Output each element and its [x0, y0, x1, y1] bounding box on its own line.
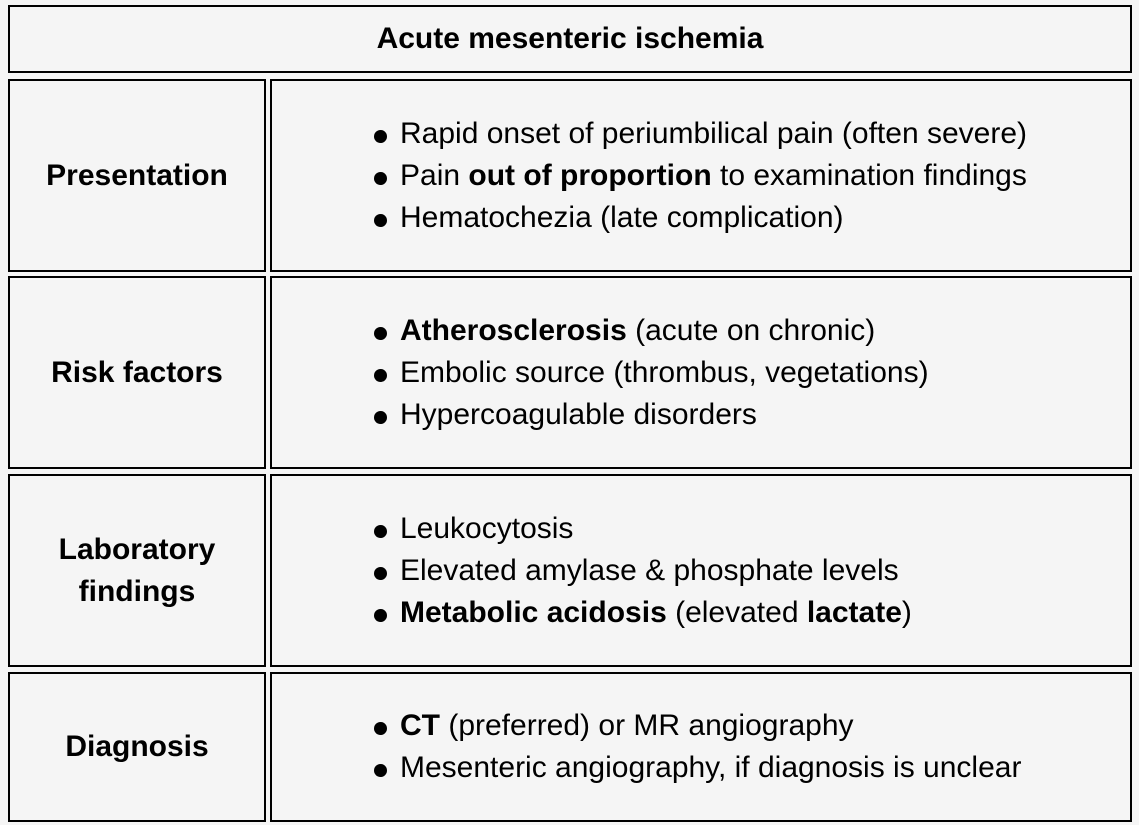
table-title-cell: Acute mesenteric ischemia: [8, 5, 1132, 73]
list-item: Leukocytosis: [372, 508, 912, 550]
bullet-list-diagnosis: CT (preferred) or MR angiography Mesente…: [272, 705, 1021, 789]
list-item: Hypercoagulable disorders: [372, 394, 929, 436]
row-label-cell-laboratory-findings: Laboratory findings: [8, 474, 266, 667]
row-label-cell-diagnosis: Diagnosis: [8, 672, 266, 822]
table-title: Acute mesenteric ischemia: [376, 22, 764, 55]
row-content-cell-diagnosis: CT (preferred) or MR angiography Mesente…: [270, 672, 1132, 822]
list-item: Rapid onset of periumbilical pain (often…: [372, 113, 1027, 155]
row-label-presentation: Presentation: [46, 158, 228, 192]
bullet-list-risk-factors: Atherosclerosis (acute on chronic) Embol…: [272, 310, 929, 436]
row-label-cell-presentation: Presentation: [8, 79, 266, 272]
list-item: Elevated amylase & phosphate levels: [372, 550, 912, 592]
list-item: Pain out of proportion to examination fi…: [372, 155, 1027, 197]
list-item: CT (preferred) or MR angiography: [372, 705, 1021, 747]
row-label-laboratory-findings: Laboratory findings: [58, 532, 216, 608]
list-item: Atherosclerosis (acute on chronic): [372, 310, 929, 352]
row-label-cell-risk-factors: Risk factors: [8, 276, 266, 469]
list-item: Hematochezia (late complication): [372, 197, 1027, 239]
list-item: Embolic source (thrombus, vegetations): [372, 352, 929, 394]
row-label-risk-factors: Risk factors: [51, 355, 223, 389]
list-item: Mesenteric angiography, if diagnosis is …: [372, 747, 1021, 789]
bullet-list-presentation: Rapid onset of periumbilical pain (often…: [272, 113, 1027, 239]
row-label-diagnosis: Diagnosis: [65, 730, 209, 763]
list-item: Metabolic acidosis (elevated lactate): [372, 592, 912, 634]
row-content-cell-laboratory-findings: Leukocytosis Elevated amylase & phosphat…: [270, 474, 1132, 667]
row-content-cell-presentation: Rapid onset of periumbilical pain (often…: [270, 79, 1132, 272]
bullet-list-laboratory-findings: Leukocytosis Elevated amylase & phosphat…: [272, 508, 912, 634]
row-content-cell-risk-factors: Atherosclerosis (acute on chronic) Embol…: [270, 276, 1132, 469]
